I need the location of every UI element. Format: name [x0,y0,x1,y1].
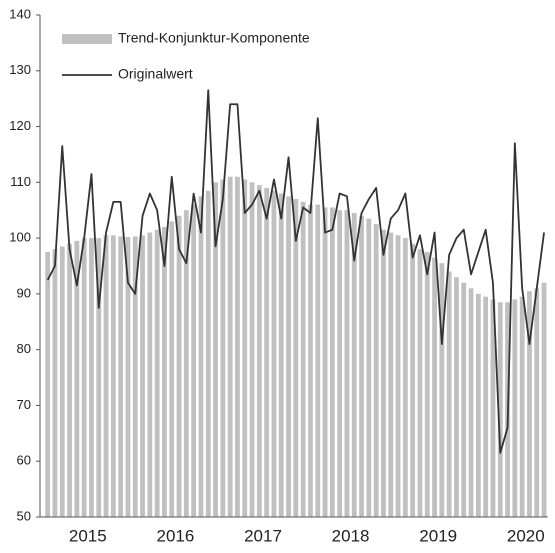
y-tick-label: 70 [17,397,31,412]
bar [395,235,401,518]
bar [359,215,364,518]
bar [366,218,372,518]
y-tick-label: 140 [9,6,31,21]
bar [351,213,357,517]
bar [475,293,481,517]
bar [490,299,496,517]
bar [410,243,416,517]
bar [483,296,489,517]
legend-label: Trend-Konjunktur-Komponente [118,30,310,46]
bar [249,182,255,518]
legend-label: Originalwert [118,66,193,82]
y-tick-label: 60 [17,453,31,468]
y-tick-label: 80 [17,341,31,356]
bar [527,291,532,517]
bar [278,193,284,517]
bar [373,224,379,517]
bar [59,246,65,517]
x-tick-label: 2018 [332,526,370,545]
x-tick-label: 2019 [419,526,457,545]
bar [220,179,226,518]
bar [541,282,547,517]
bar [191,204,197,517]
bar [205,190,211,517]
bar [300,201,306,517]
bar [402,238,408,517]
bar [432,257,437,517]
y-tick-label: 120 [9,118,31,133]
bar [424,252,430,518]
bar [110,235,116,518]
bar [264,187,270,517]
bar [213,182,218,518]
y-tick-label: 100 [9,230,31,245]
bar [497,302,503,517]
bar [256,185,262,517]
bar [337,210,343,517]
bar [388,232,394,518]
y-tick-label: 110 [10,174,31,189]
bar [468,288,474,517]
line [46,89,545,454]
bar [125,236,131,518]
bar [89,238,94,517]
y-tick-label: 90 [17,285,31,300]
bar [154,229,160,517]
bar [74,240,80,517]
y-tick-label: 50 [17,508,31,523]
bar [242,179,248,518]
x-tick-label: 2017 [244,526,282,545]
bar [534,288,540,517]
bar [183,210,189,517]
y-tick-label: 130 [9,62,31,77]
bar [461,282,467,517]
bar [227,176,233,517]
bar [118,236,124,517]
bar [344,210,350,517]
bar [329,207,335,517]
x-tick-label: 2015 [69,526,107,545]
bar [308,204,313,517]
bar [103,235,109,518]
bar [132,236,138,517]
bar [454,277,459,517]
x-tick-label: 2020 [507,526,545,545]
x-tick-label: 2016 [156,526,194,545]
bar [315,204,321,517]
bar [519,296,525,517]
bar [81,238,87,517]
bar [162,226,167,517]
bar [67,243,72,517]
bar [322,207,328,517]
bar [147,232,153,518]
bar [286,196,291,517]
bar [169,221,175,517]
bar [235,176,240,517]
bar [439,263,445,517]
bar [512,299,518,517]
bar [271,190,277,517]
bar [293,199,299,518]
bar [446,271,452,517]
bar [140,235,145,518]
bar [176,215,182,518]
bar [52,249,58,517]
bar [381,229,386,517]
bar [198,196,204,517]
bar [417,249,423,517]
bar [45,252,51,518]
legend-swatch [62,34,112,44]
bar [96,238,102,517]
